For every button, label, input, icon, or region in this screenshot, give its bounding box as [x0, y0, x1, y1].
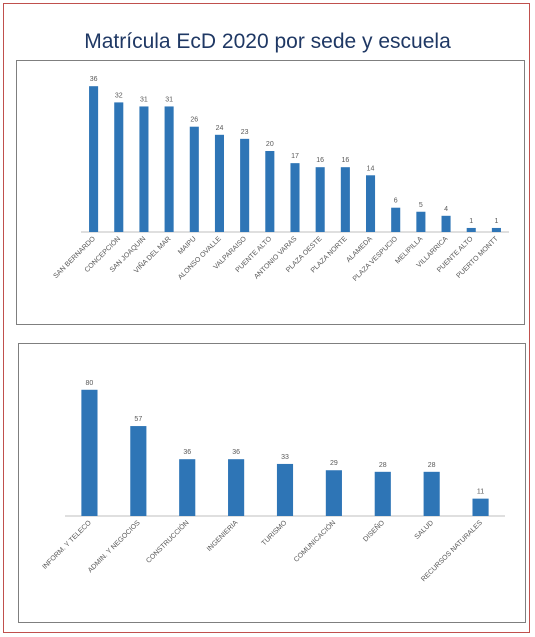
bar	[228, 459, 245, 516]
data-label: 5	[419, 202, 423, 209]
category-label: TURISMO	[261, 519, 289, 547]
category-label: MAIPU	[177, 235, 198, 256]
category-label: SALUD	[414, 519, 435, 540]
bar	[491, 227, 501, 232]
bar	[189, 126, 199, 232]
data-label: 17	[291, 153, 299, 160]
data-label: 80	[86, 380, 94, 387]
bar	[365, 175, 376, 232]
bar	[325, 470, 342, 516]
data-label: 23	[241, 129, 249, 136]
category-label: CONSTRUCCIÓN	[144, 518, 191, 565]
data-label: 57	[134, 416, 142, 423]
bar	[139, 106, 149, 232]
bar	[130, 426, 147, 516]
data-label: 36	[232, 449, 240, 456]
data-label: 6	[394, 198, 398, 205]
category-label: COMUNICACIÓN	[292, 518, 338, 564]
bar	[114, 102, 124, 233]
bar	[81, 389, 98, 516]
bar	[179, 459, 196, 516]
chart-panel-escuela: 80 INFORM. Y TELECO 57 ADMIN. Y NEGOCIOS 36 C…	[18, 343, 526, 623]
category-label: DISEÑO	[361, 518, 387, 544]
bar	[214, 134, 225, 232]
bar	[340, 167, 350, 232]
category-label: PLAZA VESPUCIO	[352, 235, 400, 283]
bar	[391, 207, 401, 232]
bar	[265, 151, 275, 232]
bar	[240, 138, 250, 232]
bar	[441, 215, 451, 232]
data-label: 1	[469, 218, 473, 225]
category-label: INGENIERIA	[206, 519, 240, 553]
data-label: 36	[183, 449, 191, 456]
data-label: 33	[281, 454, 289, 461]
data-label: 26	[190, 117, 198, 124]
chart-panel-sede: 36 SAN BERNARDO 32 CONCEPCIÓN 31 SAN JOAQUIN 3…	[16, 60, 525, 325]
data-label: 4	[444, 206, 448, 213]
category-label: ADMIN. Y NEGOCIOS	[87, 519, 142, 574]
bar	[423, 471, 440, 516]
bar	[466, 227, 476, 232]
data-label: 14	[367, 165, 375, 172]
data-label: 20	[266, 141, 274, 148]
data-label: 16	[316, 157, 324, 164]
data-label: 29	[330, 460, 338, 467]
bar	[276, 463, 294, 516]
bar	[290, 163, 300, 232]
data-label: 16	[341, 157, 349, 164]
figure-frame	[3, 3, 530, 633]
data-label: 28	[428, 462, 436, 469]
chart-escuela: 80 INFORM. Y TELECO 57 ADMIN. Y NEGOCIOS 36 C…	[41, 380, 505, 583]
bar	[315, 167, 325, 232]
bar	[374, 471, 391, 516]
data-label: 24	[216, 125, 224, 132]
bar	[164, 106, 174, 232]
category-label: SAN BERNARDO	[52, 235, 97, 280]
data-label: 31	[165, 96, 173, 103]
data-label: 28	[379, 462, 387, 469]
bar	[416, 211, 426, 232]
data-label: 1	[494, 218, 498, 225]
bar	[472, 498, 489, 516]
data-label: 36	[90, 76, 98, 83]
category-label: INFORM. Y TELECO	[41, 519, 93, 571]
data-label: 31	[140, 96, 148, 103]
figure-title: Matrícula EcD 2020 por sede y escuela	[84, 30, 451, 53]
data-label: 11	[477, 489, 484, 496]
data-label: 32	[115, 92, 123, 99]
category-label: ALONSO OVALLE	[177, 235, 223, 281]
category-label: ANTONIO VARAS	[253, 235, 298, 280]
bar	[89, 86, 99, 232]
